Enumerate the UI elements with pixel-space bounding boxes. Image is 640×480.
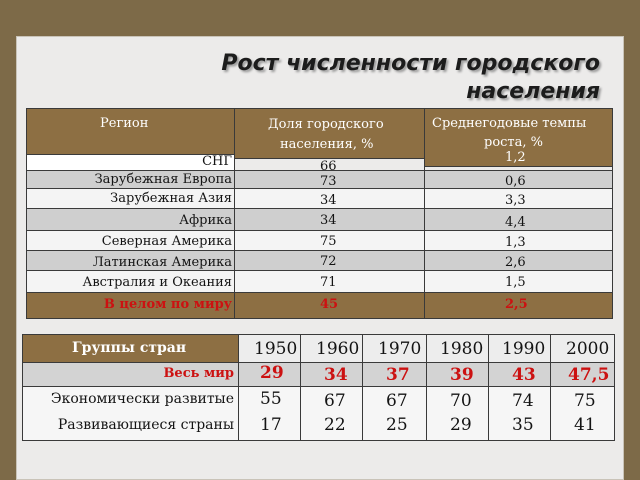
row-region: СНГ xyxy=(202,154,232,169)
row-growth: 4,4 xyxy=(505,215,526,230)
year-header: 1960 xyxy=(316,339,360,359)
value-developing: 17 xyxy=(260,415,282,435)
world-row-bg xyxy=(26,292,612,318)
row-growth: 1,2 xyxy=(505,150,526,165)
row-region: Африка xyxy=(179,213,232,228)
value-developed: 67 xyxy=(386,391,408,411)
header-region: Регион xyxy=(100,116,149,131)
value-developed: 75 xyxy=(574,391,596,411)
row-growth-world: 2,5 xyxy=(505,297,528,312)
year-header: 1950 xyxy=(254,339,298,359)
value-developed: 74 xyxy=(512,391,534,411)
header-growth-line1: Среднегодовые темпы xyxy=(432,116,587,131)
value-developing: 25 xyxy=(386,415,408,435)
growth-header-bg xyxy=(424,108,612,166)
value-developing: 22 xyxy=(324,415,346,435)
row-label-developed: Экономически развитые xyxy=(50,391,234,407)
header-share-line1: Доля городского xyxy=(268,117,384,132)
row-label-world: Весь мир xyxy=(163,366,234,381)
groups-header-bg xyxy=(22,334,238,362)
slide-title: Рост численности городского населения xyxy=(80,50,600,106)
value-developed: 70 xyxy=(450,391,472,411)
row-growth: 1,3 xyxy=(505,235,526,250)
value-world: 39 xyxy=(450,365,474,385)
value-world: 34 xyxy=(324,365,348,385)
row-share: 75 xyxy=(320,234,337,249)
header-share-line2: населения, % xyxy=(280,137,374,152)
row-share: 34 xyxy=(320,213,337,228)
year-header: 2000 xyxy=(566,339,610,359)
value-world: 43 xyxy=(512,365,536,385)
row-growth: 2,6 xyxy=(505,255,526,270)
header-growth-line2: роста, % xyxy=(484,135,543,150)
year-header: 1970 xyxy=(378,339,422,359)
row-growth: 1,5 xyxy=(505,275,526,290)
row-region-world: В целом по миру xyxy=(103,297,232,312)
region-header-bg xyxy=(26,108,234,154)
row-share: 66 xyxy=(320,159,337,174)
value-developed: 55 xyxy=(260,389,282,409)
value-developing: 35 xyxy=(512,415,534,435)
title-line-1: Рост численности городского xyxy=(221,51,600,76)
value-developing: 41 xyxy=(574,415,596,435)
year-header: 1990 xyxy=(502,339,546,359)
value-developed: 67 xyxy=(324,391,346,411)
row-region: Зарубежная Азия xyxy=(110,191,232,206)
groups-header: Группы стран xyxy=(72,340,187,356)
world-row-bg xyxy=(22,362,614,386)
value-world: 47,5 xyxy=(568,365,610,385)
share-header-bg xyxy=(234,108,424,158)
row-share: 34 xyxy=(320,193,337,208)
row-growth: 0,6 xyxy=(505,174,526,189)
row-region: Латинская Америка xyxy=(92,255,232,270)
row-region: Зарубежная Европа xyxy=(94,172,232,187)
row-share: 72 xyxy=(320,254,337,269)
row-growth: 3,3 xyxy=(505,193,526,208)
row-label-developing: Развивающиеся страны xyxy=(57,417,234,433)
row-share-world: 45 xyxy=(320,297,339,312)
year-header: 1980 xyxy=(440,339,484,359)
value-world: 29 xyxy=(260,363,284,383)
row-region: Австралия и Океания xyxy=(82,275,232,290)
value-world: 37 xyxy=(386,365,410,385)
row-share: 71 xyxy=(320,275,337,290)
value-developing: 29 xyxy=(450,415,472,435)
title-line-2: населения xyxy=(466,79,600,104)
row-share: 73 xyxy=(320,174,337,189)
row-region: Северная Америка xyxy=(101,234,232,249)
